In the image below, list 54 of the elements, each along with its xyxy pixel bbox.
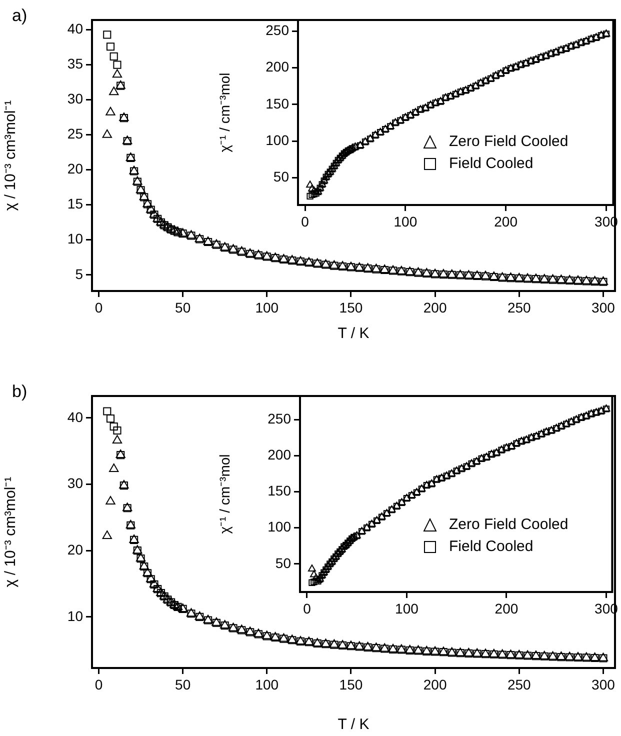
- y-tick-label: 15: [67, 196, 84, 212]
- y-tick-label: 20: [67, 541, 84, 558]
- x-tick-label: 200: [494, 213, 518, 230]
- y-tick-label: 40: [67, 20, 84, 37]
- y-tick-label: 150: [268, 482, 292, 499]
- y-axis-title: χ / 10⁻³ cm³mol⁻¹: [2, 476, 20, 588]
- chart-title: a): [12, 6, 28, 26]
- y-tick-label: 5: [75, 266, 84, 282]
- x-tick-label: 50: [175, 299, 191, 316]
- y-tick-label: 200: [268, 446, 292, 463]
- y-tick-label: 10: [67, 230, 84, 247]
- x-tick-label: 0: [303, 600, 312, 616]
- x-tick-label: 150: [339, 299, 363, 316]
- legend-label: Zero Field Cooled: [449, 514, 568, 535]
- y-tick-label: 35: [67, 56, 84, 72]
- y-tick-label: 30: [67, 90, 84, 107]
- x-tick-label: 200: [494, 600, 518, 616]
- x-axis-title: T / K: [338, 325, 370, 342]
- y-tick-label: 100: [266, 132, 290, 148]
- y-tick-label: 250: [268, 410, 292, 427]
- x-tick-label: 0: [301, 213, 310, 230]
- x-tick-label: 300: [592, 299, 616, 316]
- legend-label: Field Cooled: [449, 154, 534, 174]
- y-tick-label: 20: [67, 160, 84, 177]
- y-tick-label: 200: [266, 58, 290, 75]
- legend-label: Zero Field Cooled: [449, 132, 568, 152]
- x-tick-label: 250: [507, 299, 532, 316]
- x-tick-label: 50: [175, 676, 191, 692]
- y-tick-label: 50: [273, 168, 290, 185]
- y-tick-label: 30: [67, 475, 84, 492]
- x-tick-label: 100: [394, 213, 418, 230]
- y-axis-title: χ / 10⁻³ cm³mol⁻¹: [2, 100, 20, 211]
- y-tick-label: 40: [67, 408, 84, 425]
- y-tick-label: 250: [266, 22, 290, 38]
- x-tick-label: 100: [395, 600, 419, 616]
- x-tick-label: 100: [255, 299, 279, 316]
- x-tick-label: 250: [507, 676, 532, 692]
- y-tick-label: 150: [266, 95, 290, 112]
- x-tick-label: 200: [423, 299, 447, 316]
- x-tick-label: 0: [94, 676, 103, 692]
- y-tick-label: 50: [275, 554, 292, 571]
- x-tick-label: 100: [255, 676, 279, 692]
- y-axis-title: χ⁻¹ / cm⁻³mol: [216, 454, 232, 534]
- x-tick-label: 200: [423, 676, 447, 692]
- y-tick-label: 25: [67, 126, 84, 142]
- chart-title: b): [12, 382, 28, 402]
- x-axis-title: T / K: [338, 716, 370, 734]
- y-tick-label: 100: [268, 518, 292, 535]
- x-tick-label: 0: [94, 299, 103, 316]
- x-tick-label: 300: [592, 676, 616, 692]
- x-tick-label: 150: [339, 676, 363, 692]
- y-axis-title: χ⁻¹ / cm⁻³mol: [216, 72, 232, 152]
- y-tick-label: 10: [67, 608, 84, 624]
- legend-label: Field Cooled: [449, 536, 534, 557]
